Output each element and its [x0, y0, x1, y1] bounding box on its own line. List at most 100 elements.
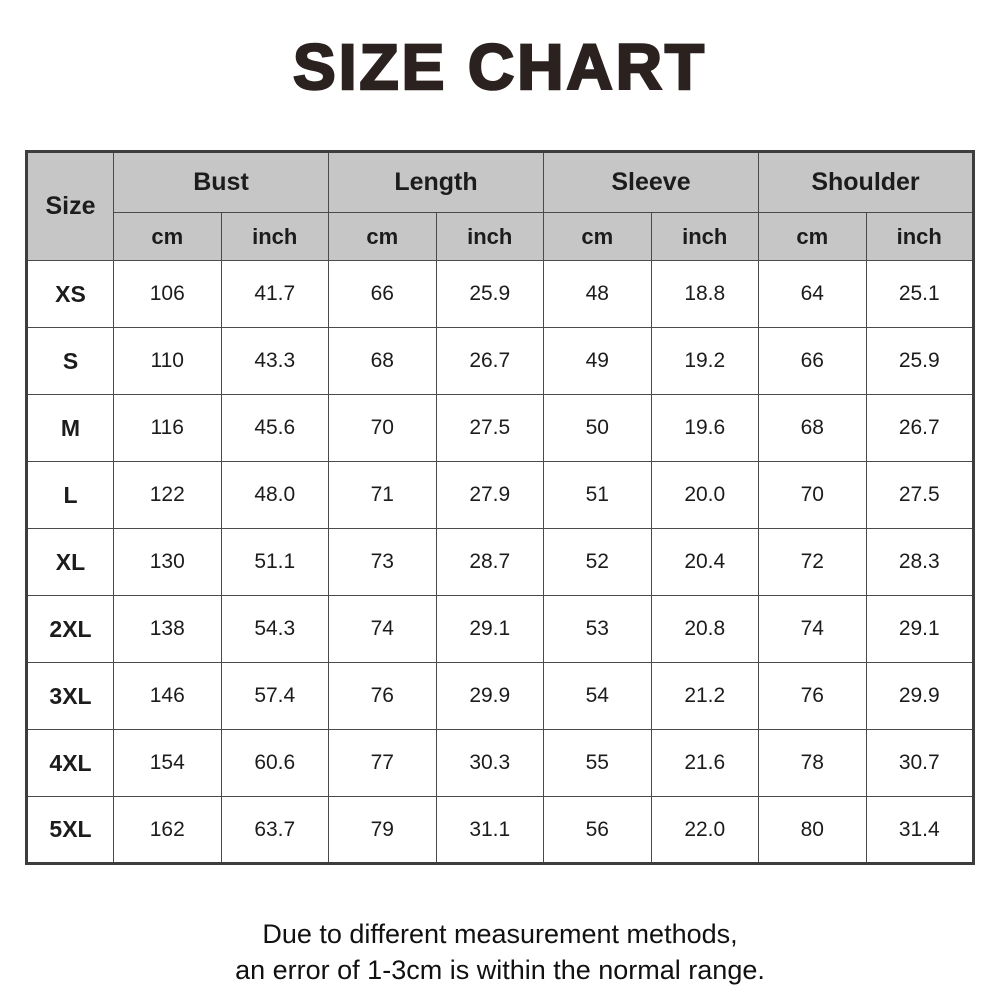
measurement-value: 29.9 — [435, 662, 544, 730]
table-row: XS 106 41.7 66 25.9 48 18.8 64 25.1 — [26, 260, 974, 328]
measurement-value: 20.8 — [650, 595, 759, 663]
size-label: 3XL — [26, 662, 114, 730]
measurement-value: 19.2 — [650, 327, 759, 395]
measurement-value: 74 — [758, 595, 867, 663]
size-label: L — [26, 461, 114, 529]
unit-header-cm: cm — [328, 212, 437, 261]
unit-header-cm: cm — [113, 212, 222, 261]
measurement-value: 26.7 — [435, 327, 544, 395]
table-row: 2XL 138 54.3 74 29.1 53 20.8 74 29.1 — [26, 595, 974, 663]
measurement-value: 30.7 — [865, 729, 974, 797]
column-header-bust: Bust — [113, 151, 329, 213]
measurement-value: 27.9 — [435, 461, 544, 529]
group-header-row: Size Bust Length Sleeve Shoulder — [26, 151, 974, 261]
table-row: L 122 48.0 71 27.9 51 20.0 70 27.5 — [26, 461, 974, 529]
unit-header-inch: inch — [650, 212, 759, 261]
measurement-value: 21.2 — [650, 662, 759, 730]
unit-header-row: cm inch cm inch cm inch cm inch — [27, 212, 974, 261]
measurement-value: 76 — [328, 662, 437, 730]
measurement-value: 25.9 — [435, 260, 544, 328]
measurement-value: 73 — [328, 528, 437, 596]
column-header-size: Size — [26, 151, 114, 261]
measurement-value: 116 — [113, 394, 222, 462]
measurement-value: 138 — [113, 595, 222, 663]
table-row: 5XL 162 63.7 79 31.1 56 22.0 80 31.4 — [26, 796, 974, 864]
disclaimer-note: Due to different measurement methods, an… — [0, 917, 1000, 988]
measurement-value: 110 — [113, 327, 222, 395]
measurement-value: 50 — [543, 394, 652, 462]
measurement-value: 64 — [758, 260, 867, 328]
measurement-value: 28.3 — [865, 528, 974, 596]
measurement-value: 25.1 — [865, 260, 974, 328]
size-label: 2XL — [26, 595, 114, 663]
measurement-value: 63.7 — [220, 796, 329, 864]
unit-header-cm: cm — [758, 212, 867, 261]
size-label: 4XL — [26, 729, 114, 797]
measurement-value: 22.0 — [650, 796, 759, 864]
measurement-value: 54 — [543, 662, 652, 730]
measurement-value: 41.7 — [220, 260, 329, 328]
measurement-value: 26.7 — [865, 394, 974, 462]
measurement-value: 66 — [328, 260, 437, 328]
measurement-value: 78 — [758, 729, 867, 797]
measurement-value: 49 — [543, 327, 652, 395]
unit-header-inch: inch — [220, 212, 329, 261]
measurement-value: 55 — [543, 729, 652, 797]
measurement-value: 51.1 — [220, 528, 329, 596]
measurement-value: 27.5 — [865, 461, 974, 529]
measurement-value: 68 — [328, 327, 437, 395]
page-title: SIZE CHART — [292, 30, 707, 105]
measurement-value: 19.6 — [650, 394, 759, 462]
measurement-value: 106 — [113, 260, 222, 328]
table-row: XL 130 51.1 73 28.7 52 20.4 72 28.3 — [26, 528, 974, 596]
disclaimer-line-2: an error of 1-3cm is within the normal r… — [235, 954, 765, 985]
measurement-value: 29.1 — [435, 595, 544, 663]
size-label: XL — [26, 528, 114, 596]
size-label: S — [26, 327, 114, 395]
unit-header-cm: cm — [543, 212, 652, 261]
measurement-value: 79 — [328, 796, 437, 864]
measurement-value: 57.4 — [220, 662, 329, 730]
measurement-value: 122 — [113, 461, 222, 529]
measurement-value: 20.4 — [650, 528, 759, 596]
table-body: XS 106 41.7 66 25.9 48 18.8 64 25.1 S 110 43.3 68 26.… — [26, 260, 974, 864]
measurement-value: 54.3 — [220, 595, 329, 663]
measurement-value: 68 — [758, 394, 867, 462]
measurement-value: 52 — [543, 528, 652, 596]
measurement-value: 31.1 — [435, 796, 544, 864]
measurement-value: 45.6 — [220, 394, 329, 462]
measurement-value: 31.4 — [865, 796, 974, 864]
measurement-value: 56 — [543, 796, 652, 864]
measurement-value: 18.8 — [650, 260, 759, 328]
measurement-value: 70 — [758, 461, 867, 529]
measurement-value: 28.7 — [435, 528, 544, 596]
measurement-value: 29.9 — [865, 662, 974, 730]
measurement-value: 76 — [758, 662, 867, 730]
measurement-value: 74 — [328, 595, 437, 663]
measurement-value: 71 — [328, 461, 437, 529]
size-label: 5XL — [26, 796, 114, 864]
measurement-value: 27.5 — [435, 394, 544, 462]
measurement-value: 48.0 — [220, 461, 329, 529]
measurement-value: 29.1 — [865, 595, 974, 663]
measurement-value: 77 — [328, 729, 437, 797]
measurement-value: 53 — [543, 595, 652, 663]
unit-header-inch: inch — [435, 212, 544, 261]
column-header-length: Length — [328, 151, 544, 213]
measurement-value: 130 — [113, 528, 222, 596]
column-header-sleeve: Sleeve — [543, 151, 759, 213]
size-label: M — [26, 394, 114, 462]
table-header: Size Bust Length Sleeve Shoulder cm inch… — [26, 151, 974, 261]
measurement-value: 51 — [543, 461, 652, 529]
measurement-value: 30.3 — [435, 729, 544, 797]
measurement-value: 48 — [543, 260, 652, 328]
measurement-value: 25.9 — [865, 327, 974, 395]
measurement-value: 21.6 — [650, 729, 759, 797]
disclaimer-line-1: Due to different measurement methods, — [262, 919, 738, 949]
table-row: M 116 45.6 70 27.5 50 19.6 68 26.7 — [26, 394, 974, 462]
measurement-value: 70 — [328, 394, 437, 462]
measurement-value: 154 — [113, 729, 222, 797]
measurement-value: 43.3 — [220, 327, 329, 395]
unit-header-inch: inch — [865, 212, 974, 261]
